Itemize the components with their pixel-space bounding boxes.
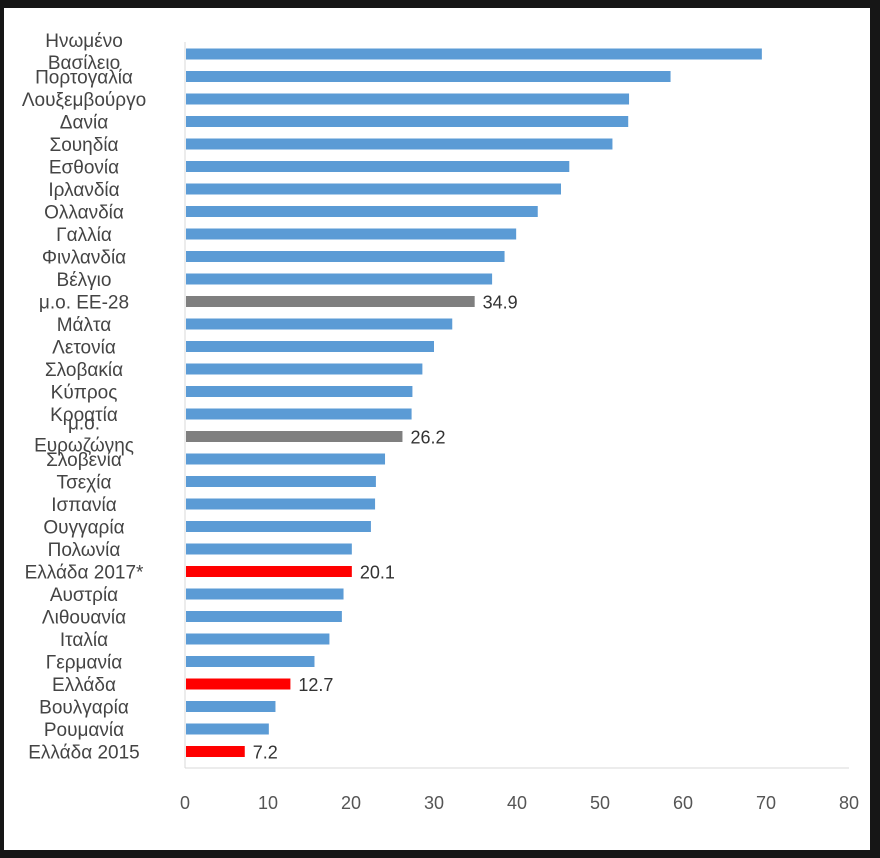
bar [186, 453, 386, 465]
bar [186, 341, 434, 352]
data-label: 20.1 [360, 563, 395, 583]
category-label: Λετονία [52, 338, 116, 359]
bar [186, 183, 561, 195]
x-tick-label: 0 [180, 793, 190, 813]
bar [186, 318, 453, 330]
bar [186, 228, 517, 240]
bar [186, 566, 352, 577]
bar [186, 588, 344, 600]
data-label: 12.7 [298, 675, 333, 695]
bar [186, 746, 245, 757]
category-label: Γαλλία [56, 225, 112, 246]
bar [186, 386, 413, 397]
bar [186, 543, 352, 555]
category-label: Μάλτα [57, 315, 112, 336]
bar [186, 161, 570, 172]
data-label: 26.2 [410, 428, 445, 448]
bar [186, 656, 315, 667]
category-label: Αυστρία [50, 585, 118, 606]
category-label-line: Βασίλειο [48, 53, 120, 74]
x-tick-label: 20 [341, 793, 361, 813]
bar [186, 273, 493, 285]
bar [186, 251, 505, 262]
category-label: Ελλάδα [52, 675, 116, 696]
x-tick-label: 60 [673, 793, 693, 813]
category-label: Ισπανία [51, 495, 117, 516]
bar [186, 206, 538, 217]
category-label: Πορτογαλία [35, 68, 133, 89]
bar [186, 476, 376, 487]
category-label: Ιρλανδία [48, 180, 119, 201]
category-label: Βουλγαρία [39, 698, 129, 719]
category-label: Σουηδία [49, 135, 118, 156]
category-label: Πολωνία [48, 540, 121, 561]
x-tick-label: 70 [756, 793, 776, 813]
category-label-line: Ηνωμένο [45, 31, 123, 52]
bar [186, 93, 630, 105]
category-label: Ελλάδα 2017* [25, 563, 144, 584]
category-label-line: Ευρωζώνης [34, 436, 134, 457]
category-label: Ηνωμένο Βασίλειο [45, 31, 123, 74]
bar [186, 363, 423, 375]
x-tick-label: 80 [839, 793, 859, 813]
data-label: 34.9 [483, 293, 518, 313]
category-label: Ουγγαρία [43, 518, 124, 539]
category-label: Ιταλία [60, 630, 108, 651]
category-label: Κροατία [50, 405, 118, 426]
category-label: μ.ο. Ευρωζώνης [34, 414, 134, 457]
bar [186, 678, 291, 690]
category-label: Ολλανδία [44, 203, 124, 224]
bar [186, 431, 403, 442]
category-label: Σλοβακία [45, 360, 123, 381]
category-label: Εσθονία [49, 158, 119, 179]
category-label: Τσεχία [57, 473, 112, 494]
category-label: Λουξεμβούργο [22, 90, 146, 111]
category-label-line: μ.ο. [68, 414, 100, 435]
x-tick-label: 40 [507, 793, 527, 813]
category-label: Γερμανία [46, 653, 122, 674]
bar [186, 408, 412, 420]
x-tick-label: 50 [590, 793, 610, 813]
bar [186, 723, 269, 735]
category-label: μ.ο. ΕΕ-28 [39, 293, 129, 314]
category-label: Βέλγιο [57, 270, 112, 291]
category-label: Σλοβενία [46, 450, 122, 471]
category-label: Κύπρος [51, 383, 118, 404]
category-label: Φινλανδία [42, 248, 126, 269]
bar [186, 138, 613, 150]
bar [186, 498, 376, 510]
bar [186, 701, 276, 712]
category-label: Ελλάδα 2015 [28, 743, 139, 764]
bar [186, 296, 475, 307]
bar [186, 48, 762, 60]
bar [186, 116, 629, 127]
category-label: Δανία [60, 113, 108, 134]
category-label: Ρουμανία [44, 720, 124, 741]
category-label: Λιθουανία [42, 608, 126, 629]
x-tick-label: 30 [424, 793, 444, 813]
x-tick-label: 10 [258, 793, 278, 813]
bar [186, 633, 330, 645]
bar [186, 521, 371, 532]
bar [186, 611, 342, 622]
data-label: 7.2 [253, 743, 278, 763]
bar [186, 71, 671, 82]
